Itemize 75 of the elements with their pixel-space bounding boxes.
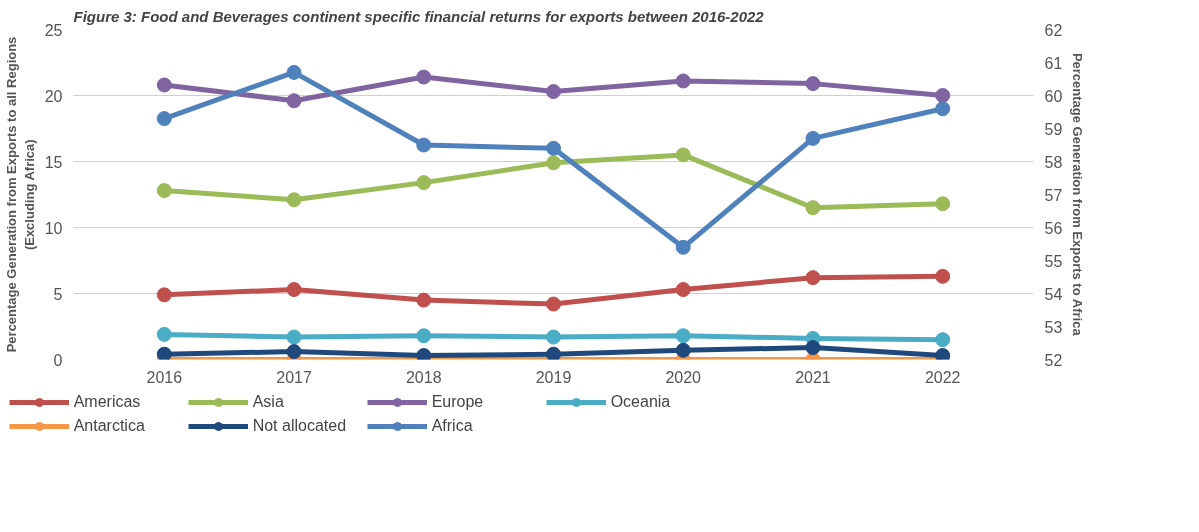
x-tick-label: 2021 <box>795 368 831 386</box>
point <box>416 137 432 153</box>
point <box>156 287 172 303</box>
point <box>156 326 172 342</box>
y-axis-title: Percentage Generation from Exports to all Regions (Excluding Africa) <box>3 36 37 353</box>
point <box>156 111 172 127</box>
y2-tick-label: 57 <box>1044 186 1063 204</box>
y-tick-label: 0 <box>53 351 63 369</box>
point <box>286 329 302 345</box>
y2-tick-label: 62 <box>1044 21 1063 39</box>
legend-label: Asia <box>252 393 285 411</box>
x-tick-label: 2018 <box>405 368 442 386</box>
y2-tick-label: 56 <box>1044 219 1063 237</box>
legend-label: Europe <box>431 393 485 411</box>
point <box>935 348 951 360</box>
y2-tick-label: 59 <box>1044 120 1063 138</box>
legend-label: Oceania <box>610 393 672 411</box>
point <box>286 93 302 109</box>
point <box>935 332 951 348</box>
point <box>546 155 561 171</box>
y2-tick-label: 52 <box>1044 351 1063 369</box>
point <box>416 328 432 344</box>
y-tick-label: 5 <box>53 285 63 303</box>
point <box>935 101 951 117</box>
y-tick-label: 10 <box>44 219 63 237</box>
point <box>546 329 561 345</box>
point <box>416 292 432 308</box>
y2-tick-label: 58 <box>1044 153 1063 171</box>
legend-label: Americas <box>73 393 142 411</box>
point <box>675 73 691 89</box>
point <box>286 344 302 360</box>
point <box>675 328 691 344</box>
point <box>805 200 821 216</box>
point <box>546 84 561 100</box>
point <box>805 340 821 356</box>
x-tick-label: 2016 <box>146 368 183 386</box>
point <box>416 348 432 360</box>
point <box>805 76 821 92</box>
point <box>935 88 951 103</box>
y2-axis-title: Percentage Generation from Exports to Africa <box>1070 52 1086 337</box>
legend-label: Antarctica <box>73 417 146 435</box>
y2-tick-label: 60 <box>1044 87 1063 105</box>
point <box>675 239 691 255</box>
point <box>156 77 172 93</box>
point <box>286 192 302 208</box>
point <box>546 346 561 360</box>
y-tick-label: 25 <box>44 21 63 39</box>
legend-label: Not allocated <box>252 417 348 435</box>
point <box>286 282 302 298</box>
x-tick-label: 2022 <box>924 368 961 386</box>
y-tick-label: 20 <box>44 87 63 105</box>
point <box>286 64 302 80</box>
x-tick-label: 2017 <box>276 368 312 386</box>
point <box>675 282 691 298</box>
point <box>805 270 821 286</box>
x-tick-label: 2019 <box>535 368 572 386</box>
point <box>935 196 951 212</box>
y2-tick-label: 53 <box>1044 318 1063 336</box>
y2-tick-label: 55 <box>1044 252 1063 270</box>
point <box>156 183 172 199</box>
chart-title: Figure 3: Food and Beverages continent specific financial returns for exports between 2016-2022 <box>73 7 765 25</box>
y2-tick-label: 54 <box>1044 285 1063 303</box>
y2-tick-label: 61 <box>1044 54 1063 72</box>
y-tick-label: 15 <box>44 153 63 171</box>
point <box>675 342 691 358</box>
point <box>416 175 432 191</box>
point <box>546 296 561 312</box>
point <box>546 140 561 156</box>
point <box>416 69 432 85</box>
point <box>935 268 951 284</box>
x-tick-label: 2020 <box>665 368 702 386</box>
point <box>805 130 821 146</box>
legend-label: Africa <box>431 417 474 435</box>
point <box>675 147 691 163</box>
point <box>156 346 172 360</box>
